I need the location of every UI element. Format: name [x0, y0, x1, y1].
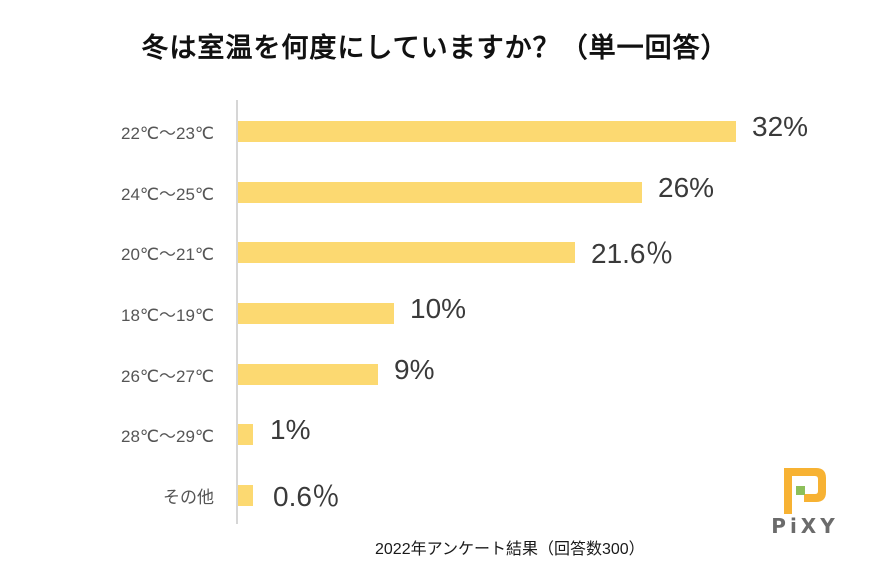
value-label: 1%: [270, 414, 311, 445]
bar-row: その他 0.6％: [0, 475, 870, 515]
category-label: 18℃〜19℃: [120, 306, 214, 325]
bar-row: 26℃〜27℃ 9%: [0, 354, 870, 394]
pixy-logo-icon: [784, 468, 826, 514]
category-label: 28℃〜29℃: [120, 427, 214, 446]
value-label: 32%: [752, 111, 809, 142]
bar-row: 18℃〜19℃ 10%: [0, 293, 870, 333]
category-axis-line: [236, 100, 238, 524]
bar-row: 24℃〜25℃ 26%: [0, 172, 870, 212]
pixy-logo: PiXY: [760, 462, 850, 542]
logo-wordmark: PiXY: [771, 514, 839, 538]
bar: [238, 485, 253, 506]
value-label: 21.6％: [591, 238, 674, 269]
category-label: 24℃〜25℃: [120, 185, 214, 204]
value-label: 26%: [658, 172, 715, 203]
category-label: 22℃〜23℃: [120, 124, 214, 143]
bar-row: 20℃〜21℃ 21.6％: [0, 232, 870, 272]
bar: [238, 121, 736, 142]
value-label: 10%: [410, 293, 467, 324]
chart-title: 冬は室温を何度にしていますか？（単一回答）: [141, 33, 729, 64]
bar-row: 28℃〜29℃ 1%: [0, 414, 870, 454]
value-label: 9%: [394, 354, 435, 385]
category-label: その他: [163, 488, 214, 507]
bar: [238, 182, 642, 203]
category-label: 26℃〜27℃: [120, 367, 214, 386]
bar: [238, 424, 253, 445]
bar: [238, 303, 394, 324]
bar-row: 22℃〜23℃ 32%: [0, 111, 870, 151]
bar: [238, 242, 575, 263]
bar: [238, 364, 378, 385]
category-label: 20℃〜21℃: [120, 245, 214, 264]
value-label: 0.6％: [273, 481, 340, 512]
survey-source-note: 2022年アンケート結果（回答数300）: [375, 541, 645, 558]
